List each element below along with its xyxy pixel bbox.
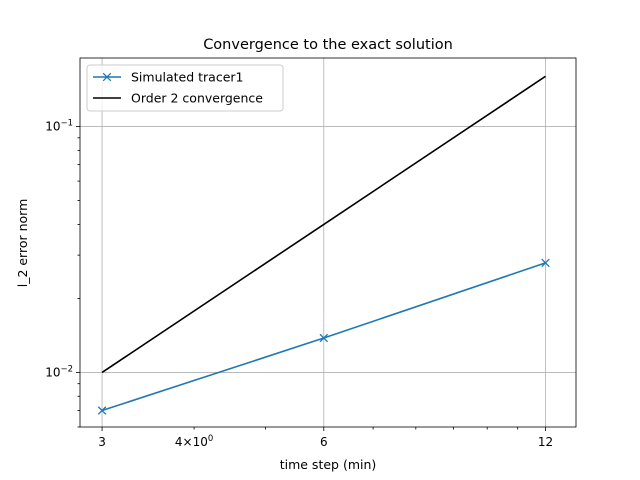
legend-label: Simulated tracer1 xyxy=(131,70,244,85)
grid-lines xyxy=(80,58,576,427)
x-tick-label: 12 xyxy=(538,435,553,449)
plot-series xyxy=(97,75,550,415)
y-tick-label: 10−2 xyxy=(45,364,73,379)
data-point-marker xyxy=(97,406,107,415)
x-axis-label: time step (min) xyxy=(280,457,377,472)
axes-frame xyxy=(79,57,577,428)
legend: Simulated tracer1 Order 2 convergence xyxy=(86,64,284,112)
legend-box xyxy=(86,64,284,112)
x-tick-label: 3 xyxy=(98,435,106,449)
chart-title: Convergence to the exact solution xyxy=(203,37,453,53)
y-tick-label: 10−1 xyxy=(45,119,73,134)
legend-label: Order 2 convergence xyxy=(131,91,263,106)
y-axis-label: l_2 error norm xyxy=(15,199,30,288)
data-point-marker xyxy=(541,258,550,268)
axis-ticks: 3 6 12 4×100 10−2 10−1 xyxy=(45,119,553,449)
series-line-1 xyxy=(101,75,546,374)
x-tick-label: 6 xyxy=(320,435,328,449)
data-point-marker xyxy=(319,333,329,343)
legend-marker xyxy=(102,72,112,82)
x-tick-label: 4×100 xyxy=(175,434,213,449)
